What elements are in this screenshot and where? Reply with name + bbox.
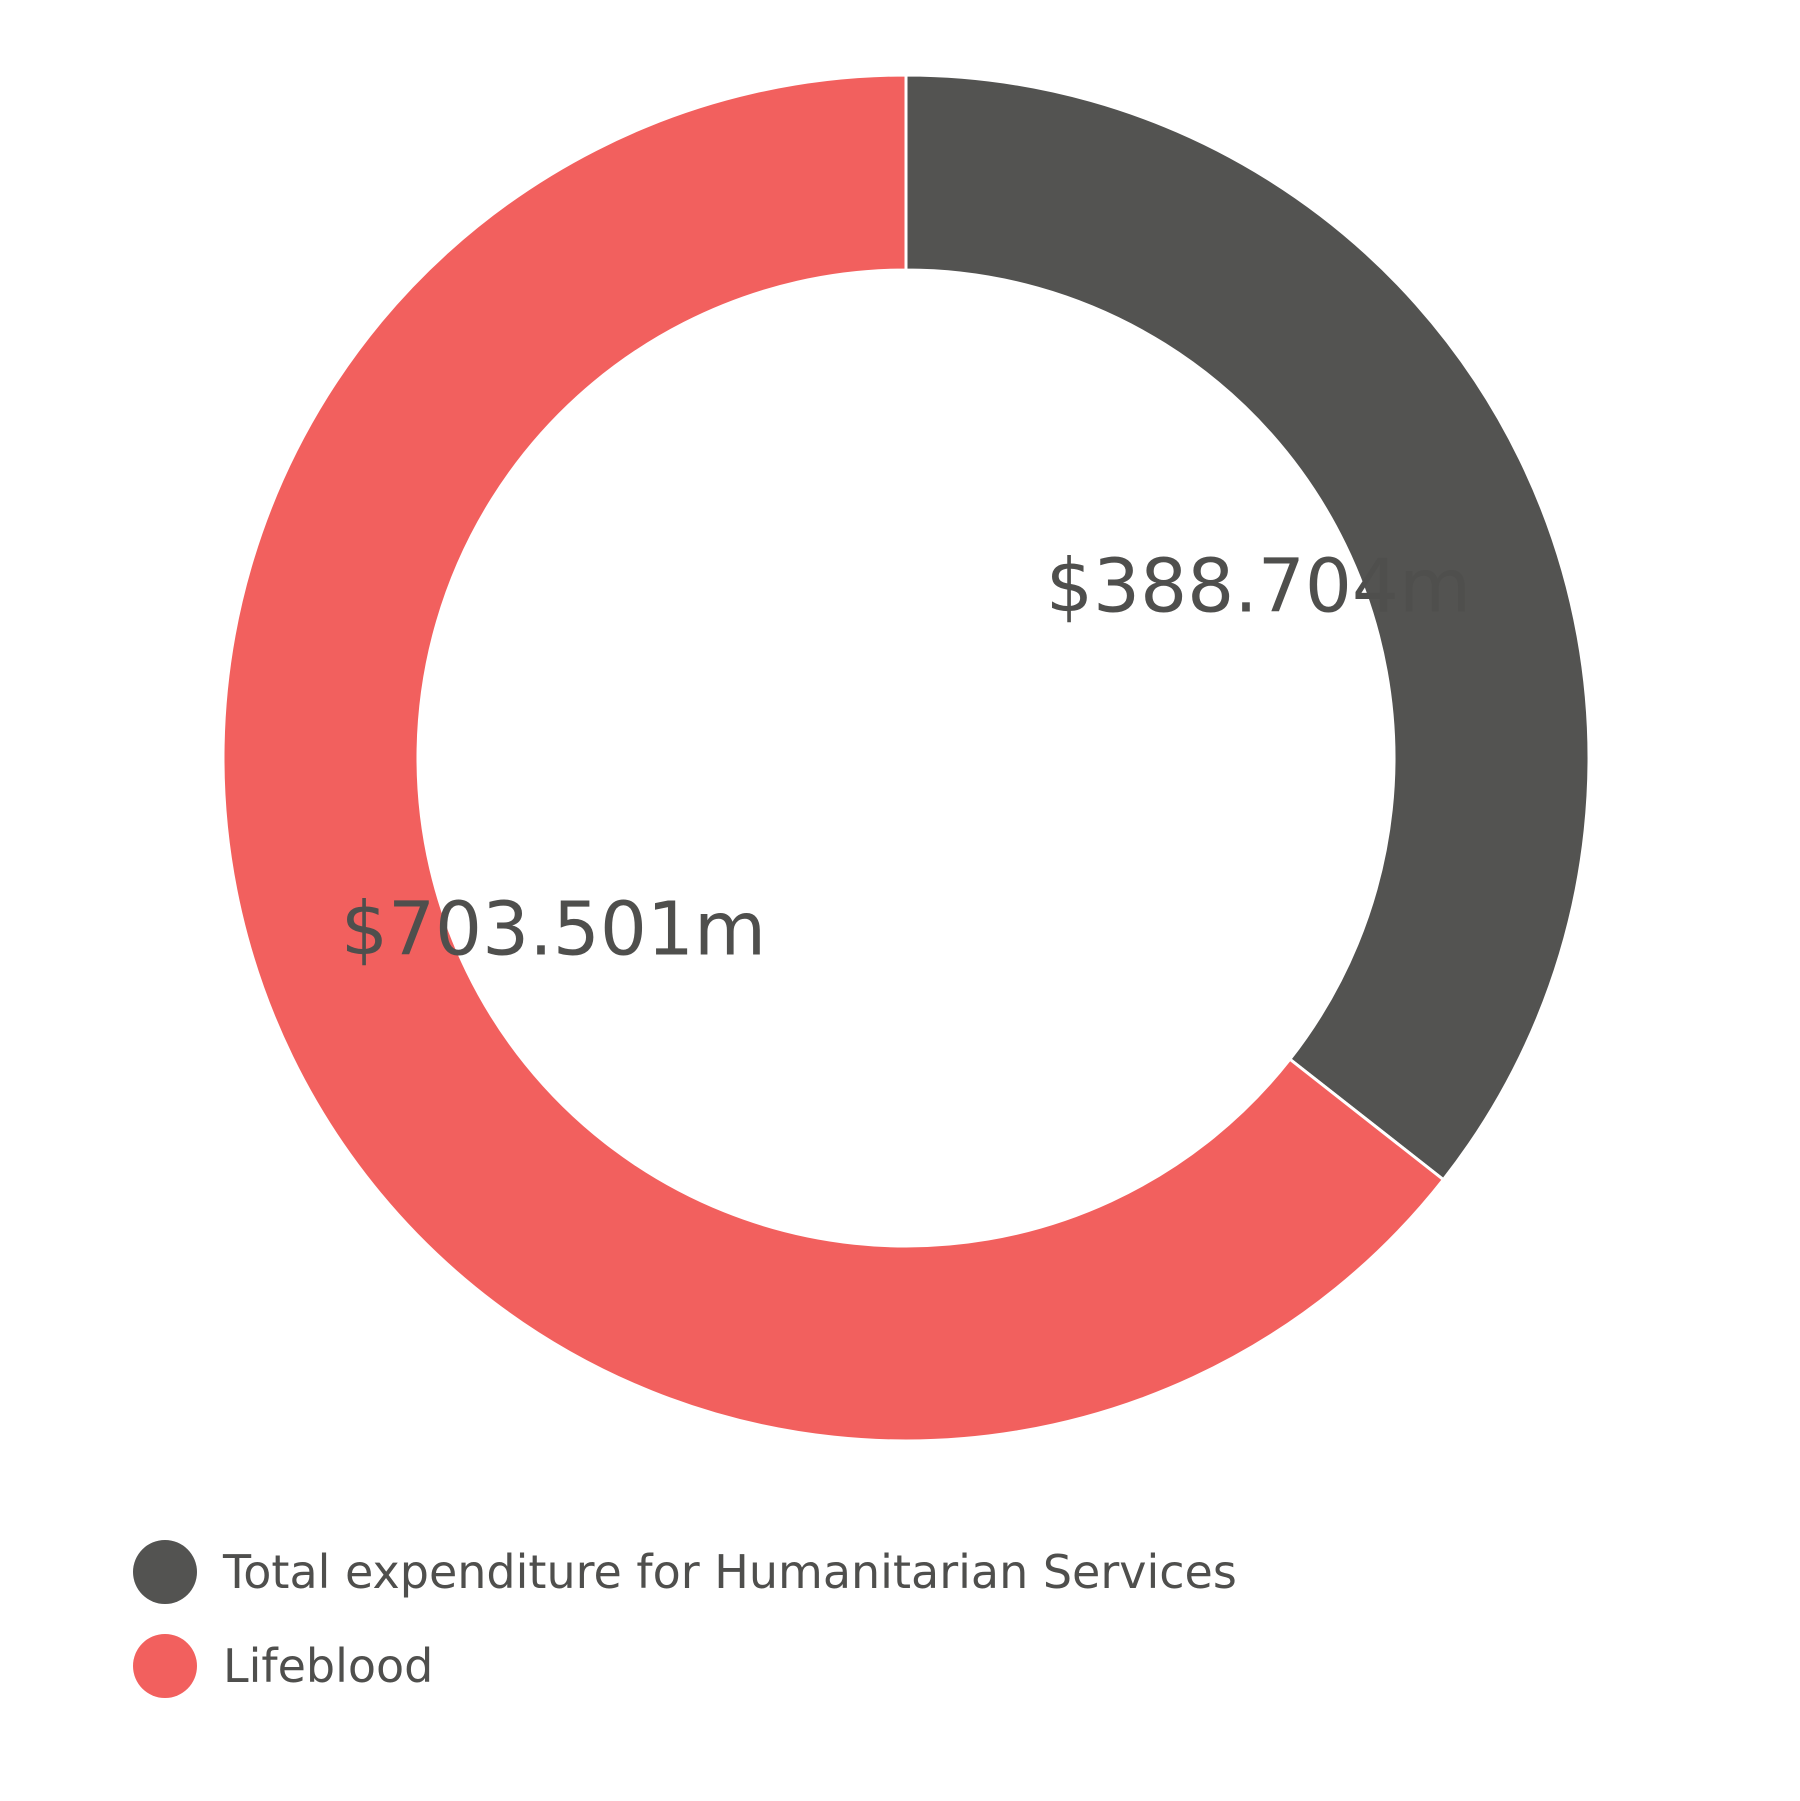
slice-lifeblood[interactable] [221,73,1446,1443]
legend: Total expenditure for Humanitarian Servi… [133,1540,1237,1728]
slice-labels: $388.704m $703.501m [341,544,1471,973]
legend-label-humanitarian: Total expenditure for Humanitarian Servi… [223,1545,1237,1599]
slice-humanitarian[interactable] [904,73,1591,1182]
legend-swatch-lifeblood [133,1634,197,1698]
legend-item-humanitarian[interactable]: Total expenditure for Humanitarian Servi… [133,1540,1237,1604]
legend-label-lifeblood: Lifeblood [223,1639,434,1693]
slice-label-humanitarian: $388.704m [1046,544,1471,630]
legend-swatch-humanitarian [133,1540,197,1604]
donut-slices [221,73,1591,1443]
legend-item-lifeblood[interactable]: Lifeblood [133,1634,1237,1698]
slice-label-lifeblood: $703.501m [341,886,766,972]
